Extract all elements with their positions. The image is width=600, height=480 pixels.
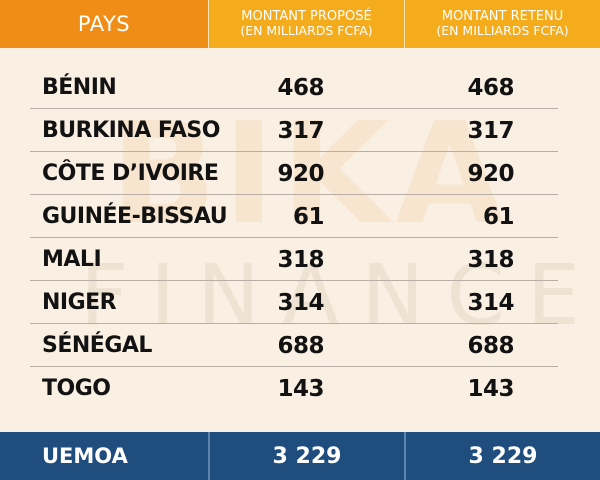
country-name: BURKINA FASO <box>42 118 220 143</box>
total-retained: 3 229 <box>404 432 600 480</box>
row-divider <box>30 280 558 281</box>
watermark-finance: FINANCE <box>80 246 600 344</box>
amount-retained: 920 <box>467 160 514 187</box>
amount-retained: 468 <box>467 74 514 101</box>
amount-retained: 317 <box>467 117 514 144</box>
header-montant-propose-title: MONTANT PROPOSÉ <box>241 9 372 24</box>
table-row: NIGER 314 314 <box>0 281 600 324</box>
watermark-bika: BIKA <box>110 93 510 256</box>
country-name: CÔTE D’IVOIRE <box>42 161 219 186</box>
header-montant-retenu: MONTANT RETENU (EN MILLIARDS FCFA) <box>404 0 600 48</box>
country-name: MALI <box>42 247 102 272</box>
table-total-row: UEMOA 3 229 3 229 <box>0 432 600 480</box>
amount-retained: 688 <box>467 332 514 359</box>
header-montant-propose-unit: (EN MILLIARDS FCFA) <box>240 23 373 38</box>
amount-proposed: 314 <box>277 289 324 316</box>
amount-proposed: 468 <box>277 74 324 101</box>
header-pays: PAYS <box>0 0 208 48</box>
row-divider <box>30 151 558 152</box>
country-name: GUINÉE-BISSAU <box>42 204 228 229</box>
row-divider <box>30 323 558 324</box>
total-label: UEMOA <box>42 444 128 468</box>
table-row: BÉNIN 468 468 <box>0 66 600 109</box>
amount-retained: 318 <box>467 246 514 273</box>
table-row: TOGO 143 143 <box>0 367 600 410</box>
amount-proposed: 318 <box>277 246 324 273</box>
table-row: MALI 318 318 <box>0 238 600 281</box>
table-header: PAYS MONTANT PROPOSÉ (EN MILLIARDS FCFA)… <box>0 0 600 48</box>
header-montant-retenu-title: MONTANT RETENU <box>441 9 564 24</box>
country-name: SÉNÉGAL <box>42 333 152 358</box>
amount-proposed: 317 <box>277 117 324 144</box>
row-divider <box>30 194 558 195</box>
table-row: GUINÉE-BISSAU 61 61 <box>0 195 600 238</box>
amount-retained: 61 <box>482 203 515 230</box>
header-montant-retenu-unit: (EN MILLIARDS FCFA) <box>436 23 569 38</box>
total-proposed: 3 229 <box>208 432 404 480</box>
country-name: BÉNIN <box>42 75 117 100</box>
amount-retained: 314 <box>467 289 514 316</box>
table-row: CÔTE D’IVOIRE 920 920 <box>0 152 600 195</box>
table-row: BURKINA FASO 317 317 <box>0 109 600 152</box>
amount-retained: 143 <box>467 375 514 402</box>
table-row: SÉNÉGAL 688 688 <box>0 324 600 367</box>
amount-proposed: 143 <box>277 375 324 402</box>
amount-proposed: 61 <box>292 203 325 230</box>
row-divider <box>30 108 558 109</box>
amount-proposed: 688 <box>277 332 324 359</box>
amount-proposed: 920 <box>277 160 324 187</box>
table-body: BÉNIN 468 468 BURKINA FASO 317 317 CÔTE … <box>0 66 600 410</box>
row-divider <box>30 366 558 367</box>
header-montant-propose: MONTANT PROPOSÉ (EN MILLIARDS FCFA) <box>208 0 404 48</box>
country-name: NIGER <box>42 290 117 315</box>
country-name: TOGO <box>42 376 111 401</box>
row-divider <box>30 237 558 238</box>
